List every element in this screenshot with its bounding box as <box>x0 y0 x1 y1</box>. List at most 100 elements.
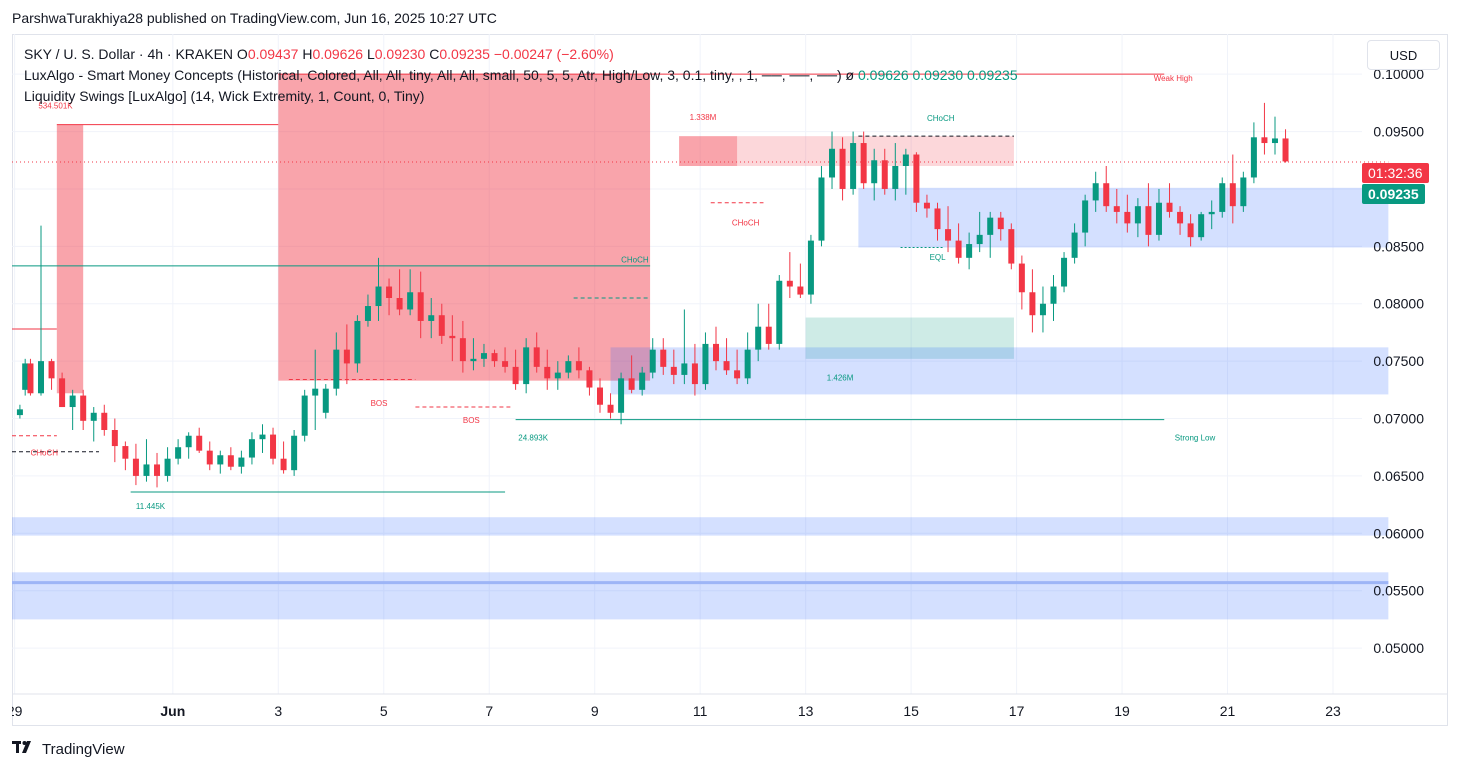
candle-up <box>1050 286 1057 304</box>
zone-demand <box>12 572 1389 620</box>
candle-down <box>786 280 793 287</box>
candle-down <box>1029 292 1036 316</box>
y-tick-label: 0.09500 <box>1373 124 1424 140</box>
high-value: 0.09626 <box>312 46 364 62</box>
candle-down <box>438 315 445 336</box>
indicator-line-liquidity: Liquidity Swings [LuxAlgo] (14, Wick Ext… <box>24 86 1018 107</box>
candle-down <box>797 286 804 295</box>
candle-down <box>280 458 287 471</box>
candle-up <box>143 464 150 476</box>
candle-up <box>1208 211 1215 215</box>
candle-up <box>185 435 192 448</box>
candle-up <box>1071 232 1078 258</box>
candles <box>16 102 1289 488</box>
candle-up <box>1250 137 1257 178</box>
indicator-smc-value: 0.09235 <box>967 67 1018 83</box>
candle-down <box>206 450 213 465</box>
candle-up <box>1092 183 1099 201</box>
candle-up <box>966 244 973 258</box>
candle-up <box>22 363 29 390</box>
grid <box>12 34 1362 694</box>
candle-down <box>713 343 720 362</box>
candle-down <box>860 143 867 184</box>
open-value: 0.09437 <box>247 46 299 62</box>
annotation-label: 11.445K <box>136 502 166 511</box>
zone-bear <box>56 124 84 394</box>
change-value: −0.00247 (−2.60%) <box>493 46 614 62</box>
candle-up <box>871 160 878 184</box>
published-caption: ParshwaTurakhiya28 published on TradingV… <box>12 10 497 26</box>
candle-down <box>734 370 741 379</box>
candle-down <box>1018 263 1025 293</box>
y-tick-label: 0.07500 <box>1373 353 1424 369</box>
indicator-liquidity-name[interactable]: Liquidity Swings [LuxAlgo] (14, Wick Ext… <box>24 88 425 104</box>
candle-up <box>1155 202 1162 235</box>
candle-down <box>1124 211 1131 224</box>
indicator-line-smc: LuxAlgo - Smart Money Concepts (Historic… <box>24 65 1018 86</box>
candle-up <box>217 455 224 465</box>
level-lines <box>12 73 1389 585</box>
candlestick-chart[interactable]: Weak High 534.501K 1.338M CHoCH CHoCH CHoCH EQ… <box>12 34 1448 726</box>
candle-down <box>660 349 667 367</box>
y-tick-label: 0.10000 <box>1373 66 1424 82</box>
symbol-name[interactable]: SKY / U. S. Dollar · 4h · KRAKEN <box>24 46 234 62</box>
x-axis: 29 Jun 3 5 7 9 11 13 15 17 19 21 23 <box>12 693 1448 719</box>
annotation-label: CHoCH <box>927 114 955 123</box>
x-tick-label: 17 <box>1009 703 1025 719</box>
candle-up <box>1039 303 1046 316</box>
currency-button[interactable]: USD <box>1367 40 1440 70</box>
x-tick-label: 5 <box>380 703 388 719</box>
annotation-label: Weak High <box>1154 74 1193 83</box>
candle-up <box>1240 177 1247 207</box>
high-label: H <box>302 46 313 62</box>
close-label: C <box>429 46 440 62</box>
y-tick-label: 0.06000 <box>1373 525 1424 541</box>
candle-down <box>491 353 498 362</box>
zones <box>12 74 1389 620</box>
candle-down <box>575 361 582 371</box>
x-tick-label: 11 <box>693 703 708 719</box>
candle-down <box>670 366 677 375</box>
zone-bear <box>278 74 651 381</box>
tradingview-branding[interactable]: TradingView <box>12 740 125 759</box>
x-tick-label: 13 <box>798 703 814 719</box>
open-label: O <box>236 46 248 62</box>
candle-down <box>132 458 139 476</box>
zone-demand <box>610 347 1389 395</box>
candle-up <box>1219 183 1226 212</box>
candle-up <box>1271 138 1278 144</box>
y-tick-label: 0.08000 <box>1373 296 1424 312</box>
candle-up <box>1134 206 1141 224</box>
candle-up <box>565 361 572 373</box>
candle-up <box>829 148 836 178</box>
zone-demand <box>12 517 1389 536</box>
y-tick-label: 0.08500 <box>1373 238 1424 254</box>
candle-down <box>945 229 952 241</box>
indicator-smc-value: 0.09626 <box>858 67 909 83</box>
candle-down <box>1261 137 1268 144</box>
bar-countdown-tag: 01:32:36 <box>1362 163 1429 183</box>
candle-down <box>396 298 403 310</box>
candle-up <box>38 361 45 394</box>
candle-down <box>196 435 203 451</box>
candle-up <box>259 434 266 440</box>
candle-down <box>502 361 509 367</box>
candle-up <box>354 320 361 364</box>
candle-down <box>48 361 55 379</box>
candle-up <box>807 240 814 295</box>
candle-down <box>839 148 846 189</box>
candle-up <box>1198 214 1205 238</box>
candle-down <box>1166 202 1173 212</box>
candle-up <box>470 358 477 362</box>
candle-down <box>512 366 519 385</box>
candle-up <box>164 458 171 476</box>
candle-down <box>1103 183 1110 207</box>
candle-up <box>987 217 994 235</box>
candle-down <box>533 347 540 367</box>
candle-down <box>913 154 920 203</box>
y-tick-label: 0.06500 <box>1373 468 1424 484</box>
candle-up <box>892 166 899 189</box>
candle-up <box>618 378 625 413</box>
indicator-smc-name[interactable]: LuxAlgo - Smart Money Concepts (Historic… <box>24 67 842 83</box>
candle-up <box>1082 200 1089 233</box>
